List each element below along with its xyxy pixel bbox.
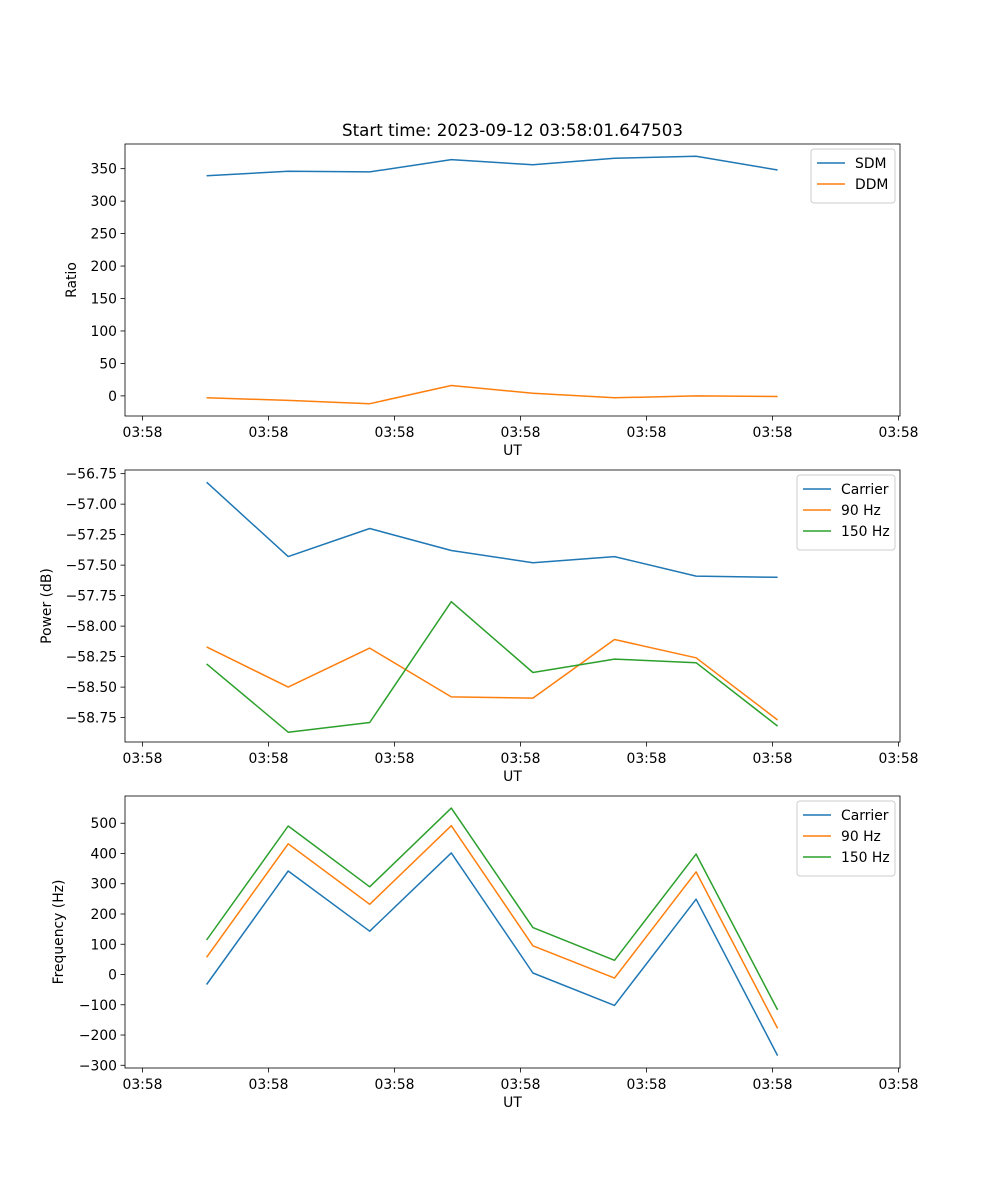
- x-tick-label: 03:58: [122, 751, 162, 767]
- ratio-y-axis-label: Ratio: [64, 262, 80, 298]
- y-tick-label: −57.75: [66, 589, 117, 605]
- y-tick-label: −58.00: [66, 619, 117, 635]
- y-tick-label: 0: [108, 389, 117, 405]
- frequency-axes-frame: [124, 795, 901, 1069]
- y-tick-label: −58.25: [66, 650, 117, 666]
- frequency-panel: 03:58 03:58 03:58 03:58 03:58 03:58 03:58 −300 −…: [51, 795, 919, 1111]
- x-tick-label: 03:58: [626, 425, 666, 441]
- x-tick-label: 03:58: [500, 425, 540, 441]
- y-tick-label: 200: [90, 907, 117, 923]
- x-tick-label: 03:58: [752, 425, 792, 441]
- ratio-axes-frame: [124, 143, 901, 417]
- x-tick-label: 03:58: [248, 1077, 288, 1093]
- x-tick-label: 03:58: [500, 1077, 540, 1093]
- x-tick-label: 03:58: [878, 425, 918, 441]
- y-tick-label: −58.50: [66, 680, 117, 696]
- y-tick-label: 300: [90, 877, 117, 893]
- series-line-carrier: [205, 852, 779, 1056]
- y-tick-label: −57.50: [66, 558, 117, 574]
- figure-title: Start time: 2023-09-12 03:58:01.647503: [342, 120, 683, 140]
- legend-label: 90 Hz: [841, 503, 881, 519]
- legend-label: DDM: [855, 177, 888, 193]
- ratio-x-axis-label: UT: [503, 443, 522, 459]
- legend-label: 150 Hz: [841, 850, 890, 866]
- power-y-axis-label: Power (dB): [39, 568, 55, 644]
- x-tick-label: 03:58: [374, 751, 414, 767]
- series-line-carrier: [206, 481, 778, 579]
- power-panel: 03:58 03:58 03:58 03:58 03:58 03:58 03:58 −56.7…: [39, 467, 919, 785]
- frequency-y-axis-label: Frequency (Hz): [51, 880, 67, 985]
- x-tick-label: 03:58: [122, 425, 162, 441]
- series-line-90-hz: [205, 824, 779, 1029]
- y-tick-label: 50: [99, 356, 117, 372]
- legend-label: 90 Hz: [841, 829, 881, 845]
- series-line-90-hz: [206, 638, 779, 721]
- y-tick-label: −56.75: [66, 467, 117, 483]
- x-tick-label: 03:58: [626, 751, 666, 767]
- y-tick-label: −100: [79, 998, 117, 1014]
- y-tick-label: 300: [90, 194, 117, 210]
- legend-label: Carrier: [841, 808, 889, 824]
- y-tick-label: 200: [90, 259, 117, 275]
- x-tick-label: 03:58: [248, 751, 288, 767]
- x-tick-label: 03:58: [122, 1077, 162, 1093]
- series-line-sdm: [206, 155, 778, 177]
- x-tick-label: 03:58: [374, 1077, 414, 1093]
- y-tick-label: −200: [79, 1028, 117, 1044]
- y-tick-label: −57.00: [66, 497, 117, 513]
- series-line-150-hz: [206, 600, 779, 733]
- legend-label: SDM: [855, 156, 887, 172]
- y-tick-label: 400: [90, 846, 117, 862]
- y-tick-label: 100: [90, 937, 117, 953]
- legend-label: Carrier: [841, 482, 889, 498]
- power-x-axis-label: UT: [503, 769, 522, 785]
- x-tick-label: 03:58: [752, 1077, 792, 1093]
- power-axes-frame: [124, 469, 901, 743]
- ratio-panel: 03:58 03:58 03:58 03:58 03:58 03:58 03:58 0 50 10…: [64, 143, 919, 459]
- y-tick-label: 100: [90, 324, 117, 340]
- series-line-150-hz: [205, 807, 779, 1011]
- x-tick-label: 03:58: [878, 1077, 918, 1093]
- x-tick-label: 03:58: [878, 751, 918, 767]
- y-tick-label: 150: [90, 292, 117, 308]
- y-tick-label: −57.25: [66, 528, 117, 544]
- legend-label: 150 Hz: [841, 524, 890, 540]
- x-tick-label: 03:58: [752, 751, 792, 767]
- series-line-ddm: [206, 384, 778, 405]
- y-tick-label: 0: [108, 968, 117, 984]
- x-tick-label: 03:58: [626, 1077, 666, 1093]
- y-tick-label: 350: [90, 162, 117, 178]
- y-tick-label: −58.75: [66, 711, 117, 727]
- x-tick-label: 03:58: [500, 751, 540, 767]
- y-tick-label: 500: [90, 816, 117, 832]
- frequency-x-axis-label: UT: [503, 1095, 522, 1111]
- x-tick-label: 03:58: [248, 425, 288, 441]
- x-tick-label: 03:58: [374, 425, 414, 441]
- y-tick-label: −300: [79, 1058, 117, 1074]
- y-tick-label: 250: [90, 227, 117, 243]
